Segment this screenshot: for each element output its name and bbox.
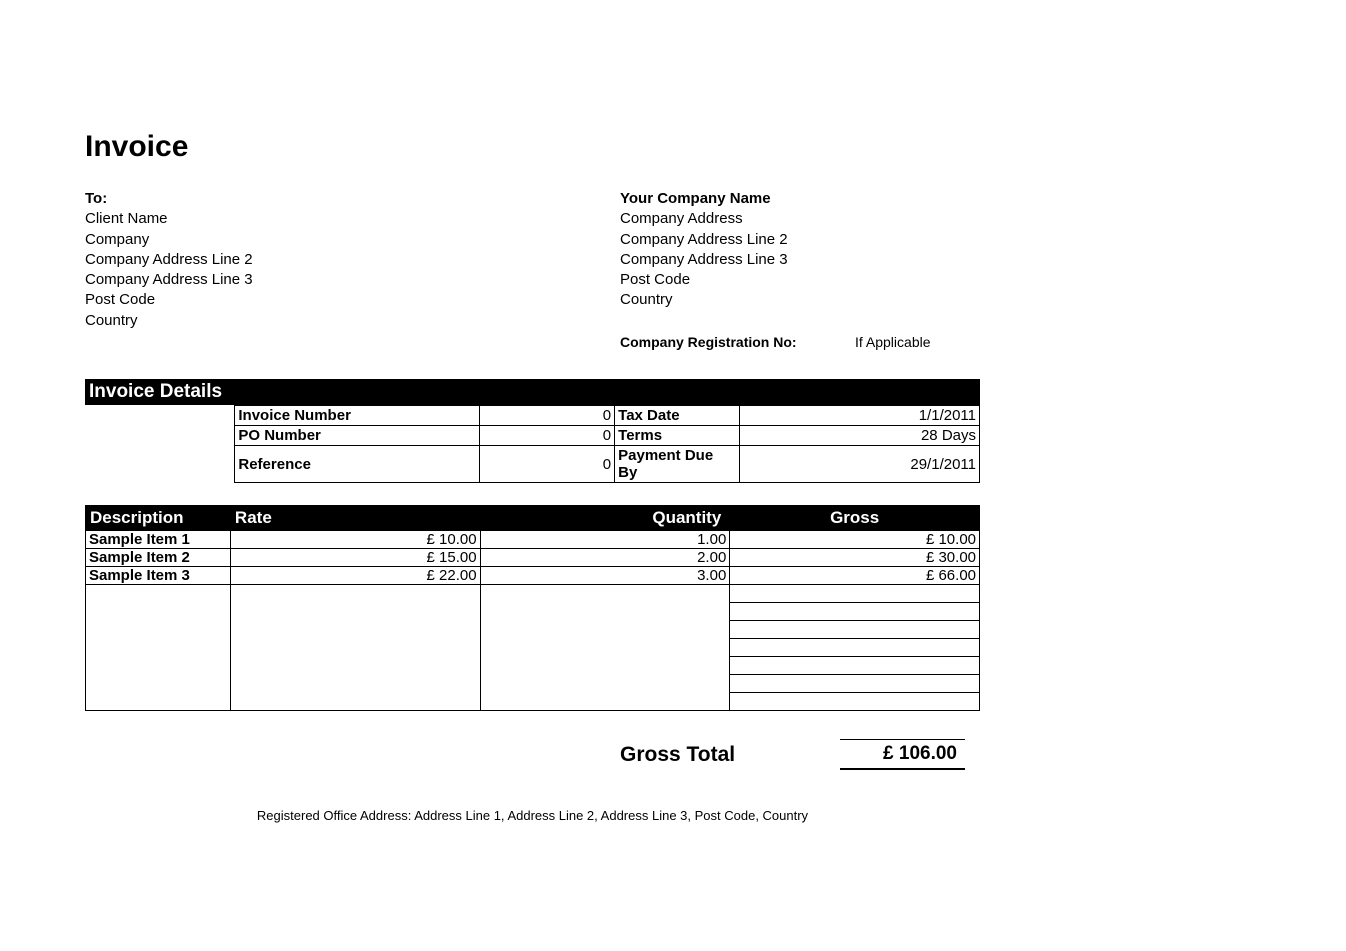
terms-label: Terms bbox=[615, 426, 740, 446]
client-address-3: Company Address Line 3 bbox=[85, 270, 620, 290]
item-description: Sample Item 2 bbox=[86, 549, 231, 567]
po-number-value: 0 bbox=[480, 426, 615, 446]
company-address-3: Company Address Line 3 bbox=[620, 250, 931, 270]
table-row bbox=[86, 675, 980, 693]
invoice-title: Invoice bbox=[85, 130, 1261, 164]
item-rate bbox=[230, 693, 480, 711]
item-quantity bbox=[480, 639, 730, 657]
item-quantity bbox=[480, 621, 730, 639]
item-gross bbox=[730, 693, 980, 711]
col-description: Description bbox=[86, 506, 231, 531]
item-description bbox=[86, 621, 231, 639]
col-quantity: Quantity bbox=[480, 506, 730, 531]
terms-value: 28 Days bbox=[740, 426, 980, 446]
item-rate bbox=[230, 585, 480, 603]
item-rate bbox=[230, 603, 480, 621]
payment-due-label: Payment Due By bbox=[615, 446, 740, 483]
invoice-details-table: Invoice Number 0 Tax Date 1/1/2011 PO Nu… bbox=[85, 405, 980, 483]
tax-date-value: 1/1/2011 bbox=[740, 406, 980, 426]
item-gross bbox=[730, 639, 980, 657]
item-quantity bbox=[480, 675, 730, 693]
table-row bbox=[86, 621, 980, 639]
client-country: Country bbox=[85, 311, 620, 331]
item-description: Sample Item 1 bbox=[86, 531, 231, 549]
to-label: To: bbox=[85, 189, 620, 209]
invoice-number-value: 0 bbox=[480, 406, 615, 426]
item-description: Sample Item 3 bbox=[86, 567, 231, 585]
company-name: Your Company Name bbox=[620, 189, 931, 209]
item-quantity bbox=[480, 603, 730, 621]
table-row bbox=[86, 603, 980, 621]
item-gross: £ 66.00 bbox=[730, 567, 980, 585]
item-quantity: 2.00 bbox=[480, 549, 730, 567]
company-country: Country bbox=[620, 290, 931, 310]
line-items-table: Description Rate Quantity Gross Sample I… bbox=[85, 505, 980, 711]
item-gross: £ 10.00 bbox=[730, 531, 980, 549]
item-rate bbox=[230, 657, 480, 675]
item-rate: £ 22.00 bbox=[230, 567, 480, 585]
item-gross bbox=[730, 603, 980, 621]
client-company: Company bbox=[85, 230, 620, 250]
client-address-2: Company Address Line 2 bbox=[85, 250, 620, 270]
po-number-label: PO Number bbox=[235, 426, 480, 446]
item-description bbox=[86, 657, 231, 675]
table-row: Sample Item 3£ 22.003.00£ 66.00 bbox=[86, 567, 980, 585]
reference-label: Reference bbox=[235, 446, 480, 483]
company-address-2: Company Address Line 2 bbox=[620, 230, 931, 250]
item-gross bbox=[730, 585, 980, 603]
item-rate bbox=[230, 675, 480, 693]
table-row bbox=[86, 639, 980, 657]
item-gross bbox=[730, 621, 980, 639]
invoice-details-header: Invoice Details bbox=[85, 379, 980, 405]
col-rate: Rate bbox=[230, 506, 480, 531]
item-quantity bbox=[480, 693, 730, 711]
client-postcode: Post Code bbox=[85, 290, 620, 310]
gross-total-value: £ 106.00 bbox=[840, 739, 965, 770]
table-row bbox=[86, 585, 980, 603]
client-block: To: Client Name Company Company Address … bbox=[85, 189, 620, 331]
company-reg-value: If Applicable bbox=[855, 333, 931, 352]
payment-due-value: 29/1/2011 bbox=[740, 446, 980, 483]
item-rate: £ 10.00 bbox=[230, 531, 480, 549]
item-gross bbox=[730, 675, 980, 693]
table-row: Sample Item 1£ 10.001.00£ 10.00 bbox=[86, 531, 980, 549]
item-description bbox=[86, 585, 231, 603]
footer-text: Registered Office Address: Address Line … bbox=[85, 808, 980, 823]
col-gross: Gross bbox=[730, 506, 980, 531]
invoice-number-label: Invoice Number bbox=[235, 406, 480, 426]
table-row: Sample Item 2£ 15.002.00£ 30.00 bbox=[86, 549, 980, 567]
table-row bbox=[86, 693, 980, 711]
company-block: Your Company Name Company Address Compan… bbox=[620, 189, 931, 351]
reference-value: 0 bbox=[480, 446, 615, 483]
item-description bbox=[86, 675, 231, 693]
gross-total-label: Gross Total bbox=[620, 743, 840, 767]
client-name: Client Name bbox=[85, 209, 620, 229]
item-rate bbox=[230, 639, 480, 657]
item-quantity: 3.00 bbox=[480, 567, 730, 585]
item-gross bbox=[730, 657, 980, 675]
item-rate bbox=[230, 621, 480, 639]
item-quantity bbox=[480, 657, 730, 675]
item-description bbox=[86, 603, 231, 621]
company-address-1: Company Address bbox=[620, 209, 931, 229]
item-description bbox=[86, 693, 231, 711]
item-quantity: 1.00 bbox=[480, 531, 730, 549]
company-reg-label: Company Registration No: bbox=[620, 333, 855, 352]
company-postcode: Post Code bbox=[620, 270, 931, 290]
item-description bbox=[86, 639, 231, 657]
item-rate: £ 15.00 bbox=[230, 549, 480, 567]
table-row bbox=[86, 657, 980, 675]
item-quantity bbox=[480, 585, 730, 603]
item-gross: £ 30.00 bbox=[730, 549, 980, 567]
tax-date-label: Tax Date bbox=[615, 406, 740, 426]
